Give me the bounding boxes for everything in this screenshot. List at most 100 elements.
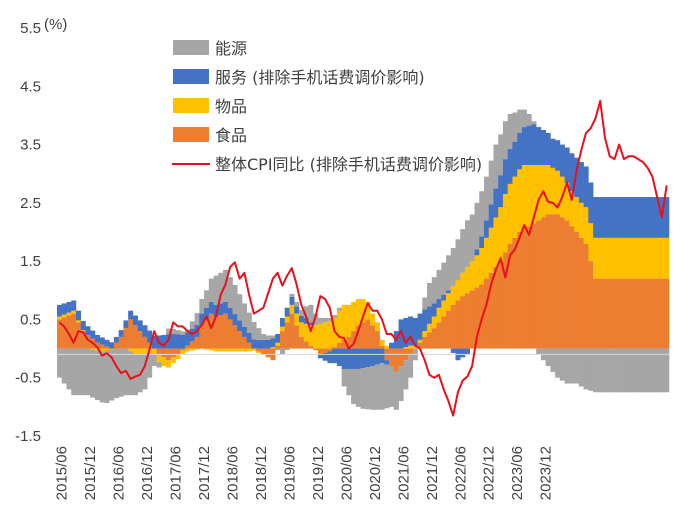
- bar-energy-61: [346, 368, 352, 396]
- bar-energy-49: [289, 293, 295, 297]
- bar-energy-51: [298, 309, 304, 316]
- bar-energy-85: [460, 229, 466, 273]
- bar-food-25: [175, 348, 181, 355]
- y-tick-label: 3.5: [20, 137, 41, 154]
- bar-goods-25: [175, 354, 181, 360]
- bar-energy-7: [90, 349, 96, 398]
- bar-goods-57: [327, 320, 333, 349]
- bar-goods-4: [75, 320, 82, 323]
- bar-food-1: [61, 317, 67, 349]
- bar-goods-104: [550, 167, 556, 215]
- bar-energy-78: [427, 283, 433, 307]
- bar-goods-114: [597, 237, 603, 279]
- bar-services-67: [374, 348, 380, 365]
- bar-energy-72: [398, 366, 404, 402]
- bar-goods-23: [166, 360, 172, 368]
- bar-food-32: [208, 313, 214, 349]
- bar-food-88: [474, 287, 480, 349]
- bar-services-110: [578, 162, 584, 203]
- bar-food-15: [128, 319, 134, 349]
- x-tick-label: 2022/06: [452, 446, 469, 500]
- bar-food-72: [398, 348, 404, 367]
- bar-food-12: [113, 342, 119, 349]
- bar-services-2: [66, 301, 72, 313]
- bar-goods-18: [142, 348, 148, 355]
- bar-goods-45: [270, 347, 276, 349]
- bar-goods-47: [279, 326, 286, 332]
- bar-energy-20: [151, 354, 157, 367]
- bar-energy-109: [574, 348, 580, 384]
- bar-food-40: [246, 342, 252, 349]
- bar-food-125: [650, 278, 656, 349]
- bar-energy-120: [626, 348, 632, 393]
- bar-energy-62: [351, 368, 357, 404]
- bar-goods-48: [284, 316, 290, 323]
- bar-energy-86: [465, 220, 471, 267]
- bar-food-58: [332, 347, 338, 349]
- bar-food-3: [71, 313, 77, 349]
- bar-food-107: [564, 220, 570, 349]
- bar-food-36: [227, 319, 233, 349]
- bar-energy-45: [270, 335, 276, 339]
- bar-services-46: [275, 334, 281, 343]
- bar-energy-82: [446, 255, 452, 291]
- bar-energy-91: [488, 160, 494, 205]
- bar-energy-74: [408, 354, 414, 378]
- bar-goods-49: [289, 304, 295, 314]
- bar-food-27: [185, 345, 191, 349]
- bar-food-90: [483, 278, 490, 349]
- bar-goods-115: [602, 237, 608, 279]
- bar-food-0: [57, 319, 63, 349]
- bar-energy-30: [199, 299, 205, 314]
- bar-food-49: [289, 313, 295, 349]
- bar-services-12: [113, 336, 119, 343]
- bar-food-111: [583, 243, 589, 349]
- bar-services-24: [170, 334, 176, 349]
- bar-services-20: [151, 335, 157, 349]
- bar-energy-90: [483, 176, 490, 221]
- bar-services-62: [351, 348, 357, 369]
- bar-services-80: [436, 299, 442, 308]
- bar-energy-28: [189, 321, 195, 329]
- cpi-line: [58, 99, 668, 417]
- bar-goods-7: [90, 348, 96, 350]
- bar-services-1: [61, 303, 67, 315]
- bar-goods-38: [237, 348, 243, 352]
- bar-services-57: [327, 351, 333, 364]
- bar-goods-3: [71, 310, 77, 314]
- bar-services-14: [123, 320, 129, 329]
- bar-energy-3: [71, 348, 77, 396]
- bar-energy-53: [308, 304, 314, 323]
- bar-food-64: [360, 322, 366, 349]
- bar-energy-100: [531, 121, 537, 125]
- bar-energy-21: [156, 361, 162, 368]
- bar-goods-105: [555, 170, 561, 215]
- bar-services-99: [526, 125, 532, 165]
- bar-food-76: [417, 342, 423, 349]
- bar-food-74: [408, 348, 414, 355]
- bar-goods-108: [569, 191, 575, 227]
- bar-energy-73: [403, 360, 409, 390]
- bar-goods-42: [256, 351, 262, 353]
- bar-food-127: [659, 278, 665, 349]
- bar-services-39: [242, 326, 248, 337]
- bar-goods-5: [80, 330, 86, 332]
- bar-services-117: [612, 197, 618, 238]
- bar-energy-126: [654, 348, 660, 393]
- bar-energy-66: [370, 366, 376, 410]
- bar-food-102: [540, 217, 546, 349]
- bar-goods-76: [417, 339, 423, 343]
- bar-energy-33: [213, 275, 219, 305]
- bar-energy-25: [175, 330, 181, 335]
- bar-energy-106: [559, 348, 565, 381]
- bar-goods-74: [408, 345, 414, 349]
- bar-food-87: [469, 290, 475, 349]
- bar-services-104: [550, 138, 556, 168]
- bar-services-30: [199, 313, 205, 326]
- bar-energy-26: [180, 331, 186, 335]
- bar-food-61: [346, 336, 352, 349]
- x-tick-label: 2018/06: [225, 446, 242, 500]
- bar-food-77: [422, 336, 428, 349]
- x-tick-label: 2017/12: [196, 446, 213, 500]
